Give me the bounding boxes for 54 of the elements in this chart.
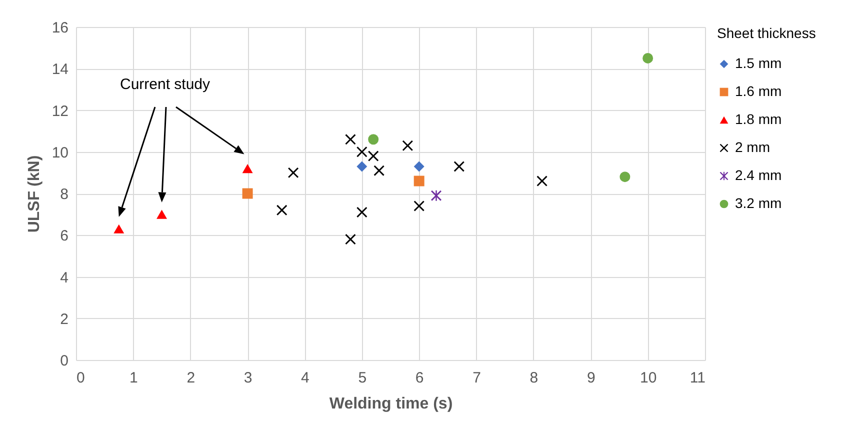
x-tick-label: 0	[76, 370, 85, 386]
annotation: Current study	[120, 76, 211, 93]
point	[402, 140, 413, 151]
point	[431, 190, 442, 201]
y-tick-label: 4	[60, 269, 68, 286]
y-tick-label: 8	[60, 186, 68, 203]
point	[276, 204, 288, 216]
y-tick-label: 2	[60, 310, 68, 328]
x-tick-label: 4	[301, 370, 310, 386]
x-axis-title: Welding time (s)	[329, 396, 453, 412]
x-tick-label: 1	[130, 370, 138, 386]
point	[288, 167, 299, 178]
y-tick-label: 6	[60, 228, 68, 245]
point	[414, 200, 424, 212]
point	[345, 134, 356, 145]
x-tick-label: 11	[690, 370, 706, 386]
x-tick-label: 8	[530, 370, 538, 386]
point	[620, 172, 630, 182]
legend-label: 3.2 mm	[735, 195, 782, 211]
x-tick-label: 3	[244, 370, 252, 386]
legend-label: 1.5 mm	[735, 55, 782, 71]
point	[242, 188, 253, 199]
point	[414, 161, 424, 172]
point	[242, 164, 253, 174]
point	[536, 176, 548, 186]
point	[345, 234, 356, 245]
y-tick-label: 12	[52, 102, 68, 120]
x-tick-label: 7	[472, 370, 481, 386]
point	[414, 176, 424, 186]
point	[356, 206, 368, 218]
point	[368, 150, 379, 162]
point	[642, 52, 654, 64]
x-tick-label: 9	[586, 370, 596, 386]
y-axis-title: ULSF (kN)	[26, 155, 43, 233]
y-tick-label: 10	[52, 144, 68, 162]
point	[368, 134, 379, 145]
point	[374, 165, 384, 176]
legend-label: 1.8 mm	[735, 111, 782, 127]
y-tick-label: 14	[52, 61, 68, 78]
x-tick-label: 10	[640, 370, 657, 386]
point	[156, 210, 168, 219]
y-tick-label: 0	[60, 352, 68, 370]
x-tick-label: 6	[415, 370, 424, 386]
y-tick-label: 16	[52, 20, 68, 36]
x-tick-label: 2	[186, 370, 196, 386]
point	[114, 224, 124, 234]
legend-label: 2 mm	[735, 139, 770, 155]
legend-label: 2.4 mm	[735, 167, 782, 183]
x-tick-label: 5	[358, 370, 367, 386]
legend-title: Sheet thickness	[717, 25, 816, 41]
point	[356, 161, 368, 172]
point	[454, 161, 464, 172]
point	[356, 146, 368, 158]
legend-label: 1.6 mm	[735, 83, 782, 99]
